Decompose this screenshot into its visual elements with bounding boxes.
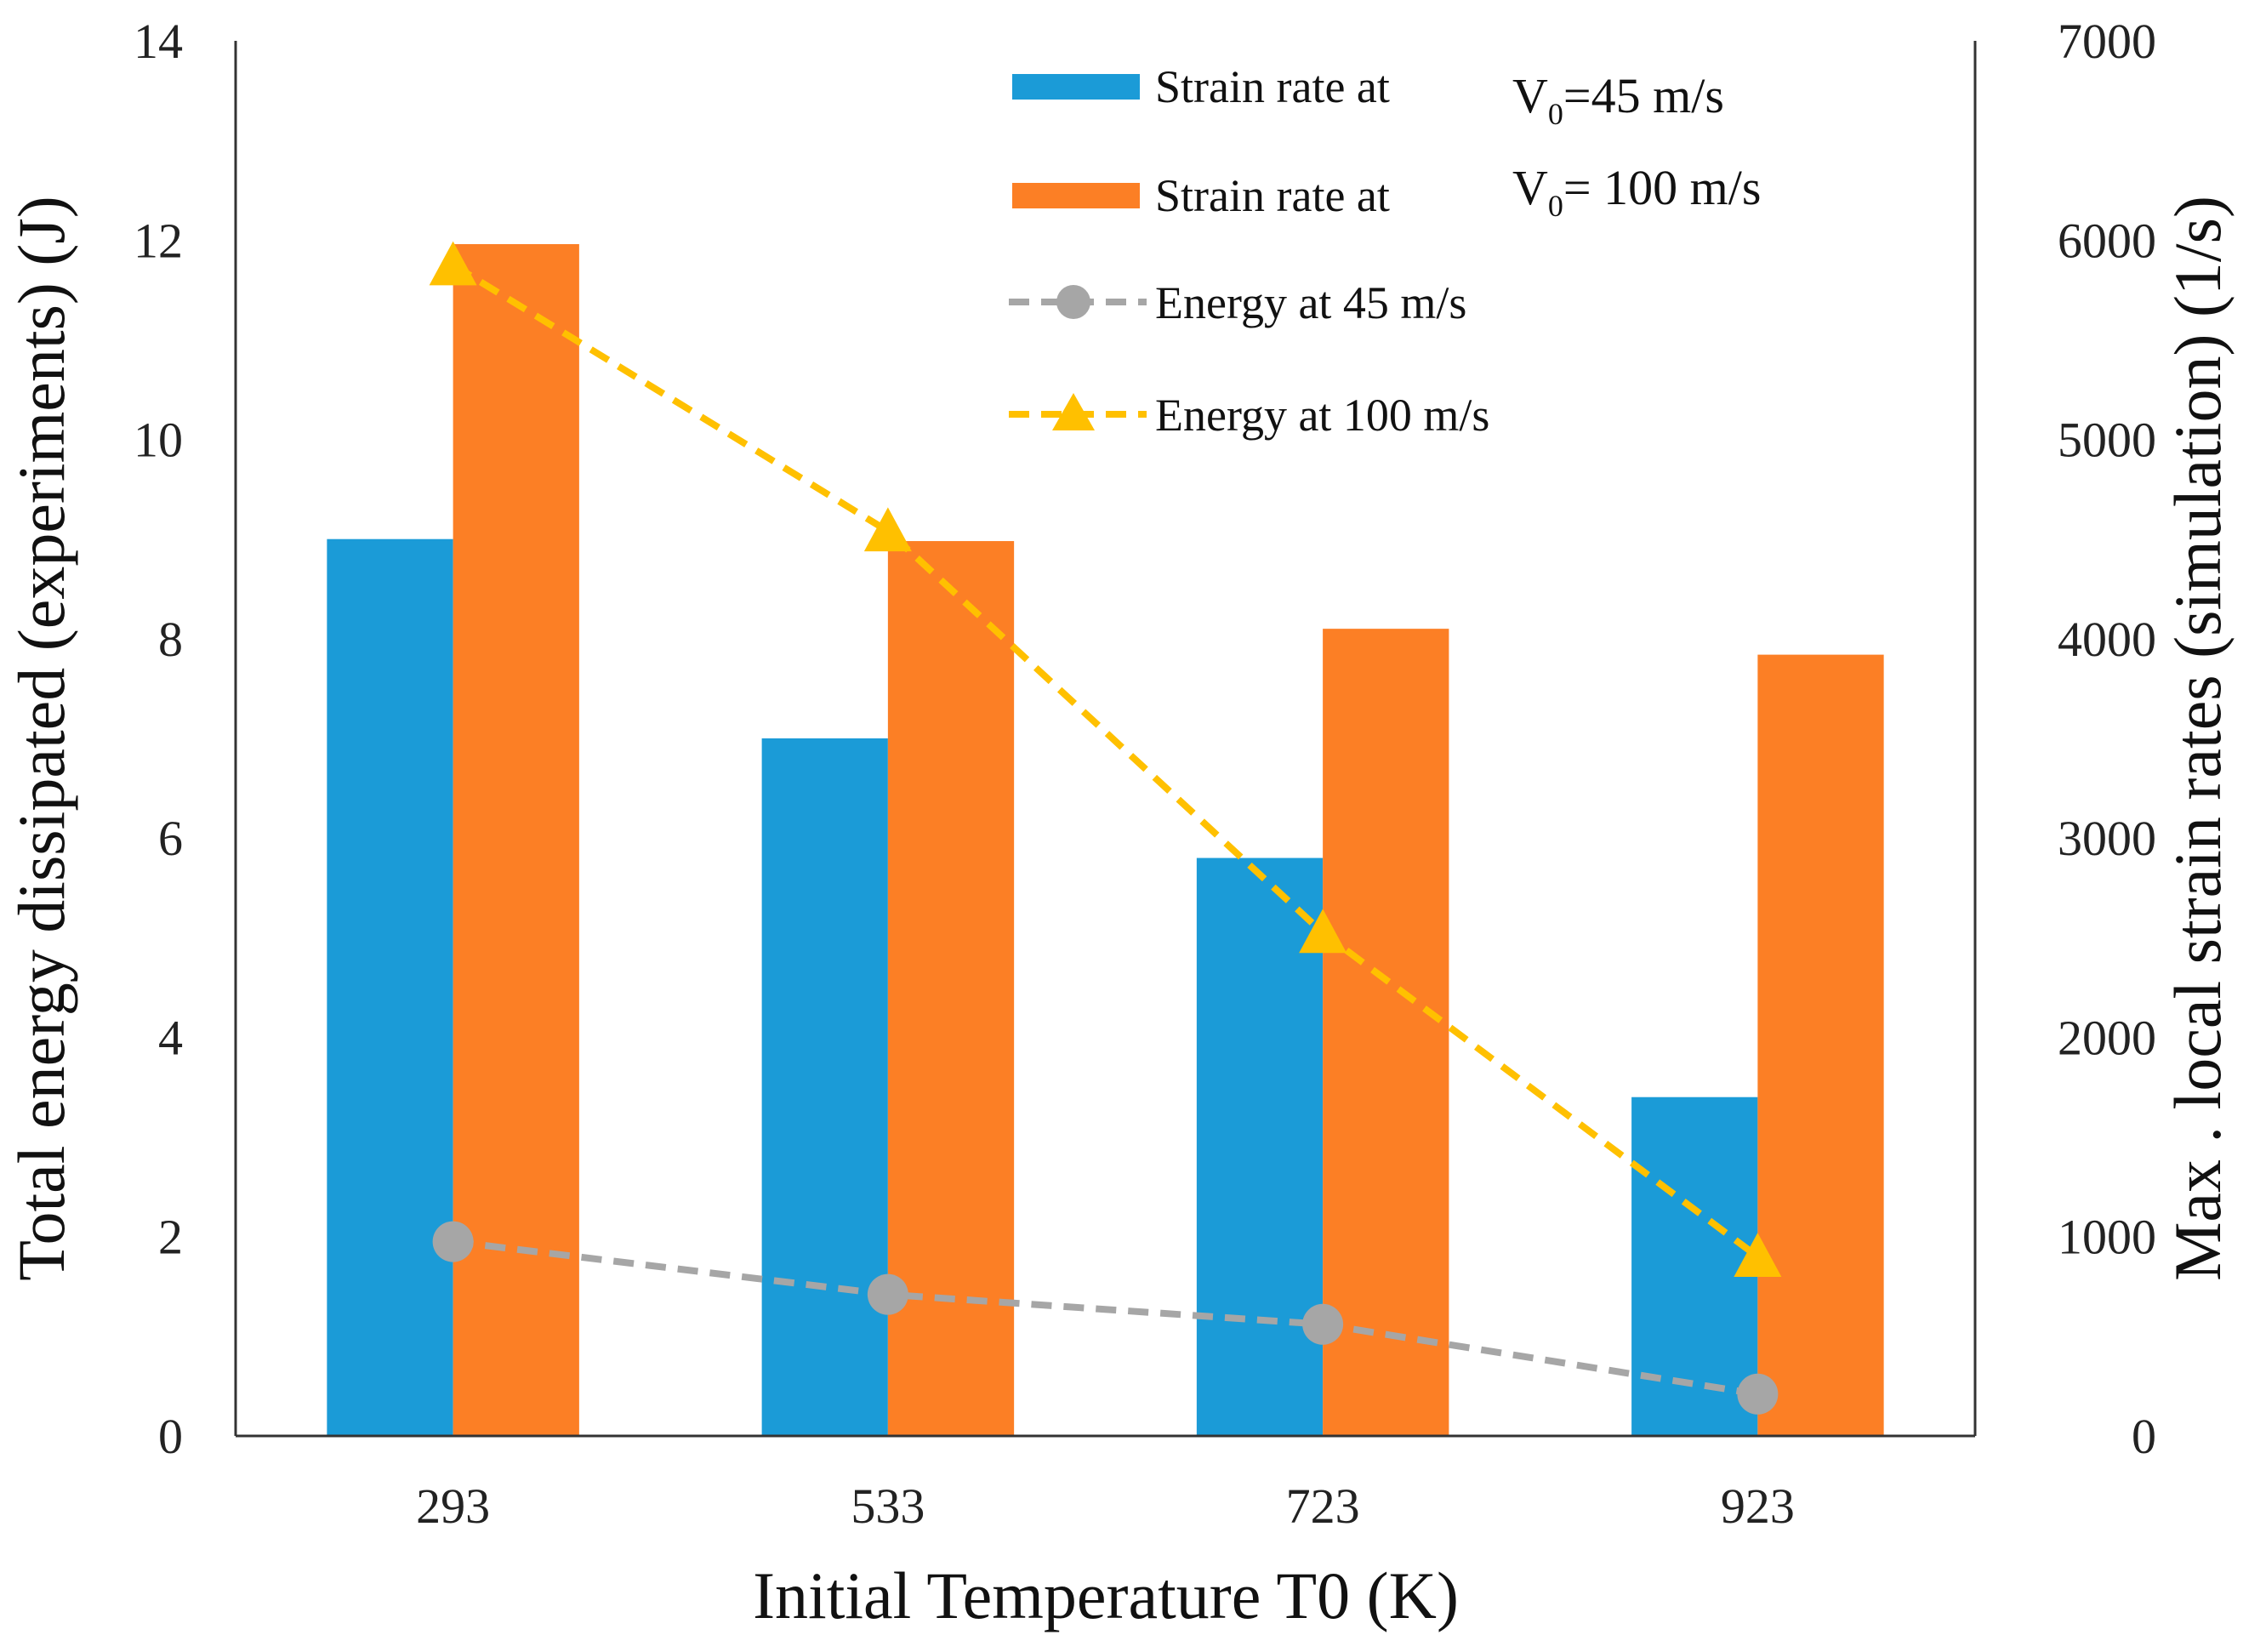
legend-marker-line100 — [1052, 393, 1095, 430]
y2-tick-label-1000: 1000 — [2058, 1210, 2156, 1265]
line-energy-100 — [451, 262, 1760, 1260]
legend-label-bar45-value: V0=45 m/s — [1512, 68, 1724, 131]
y2-tick-label-3000: 3000 — [2058, 811, 2156, 866]
y-tick-label-10: 10 — [134, 413, 183, 468]
bar-100-293 — [453, 243, 579, 1436]
y2-tick-label-7000: 7000 — [2058, 14, 2156, 69]
y-tick-label-14: 14 — [134, 14, 183, 69]
x-axis-title: Initial Temperature T0 (K) — [753, 1558, 1459, 1632]
legend-swatch-bar45 — [1012, 74, 1140, 100]
bar-45-723 — [1196, 857, 1324, 1436]
x-tick-label-533: 533 — [851, 1478, 925, 1534]
point-energy-45-293 — [432, 1221, 474, 1262]
point-energy-100-533 — [863, 507, 912, 552]
bar-100-923 — [1757, 654, 1884, 1436]
legend-marker-line45 — [1056, 285, 1090, 319]
point-energy-100-923 — [1734, 1233, 1782, 1277]
point-energy-45-923 — [1737, 1373, 1779, 1415]
bar-45-533 — [761, 738, 888, 1436]
y-tick-label-8: 8 — [158, 612, 183, 667]
x-tick-label-723: 723 — [1286, 1478, 1360, 1534]
line-energy-45 — [453, 1238, 1759, 1398]
bar-45-923 — [1631, 1097, 1758, 1436]
legend: Strain rate at V0=45 m/s Strain rate at … — [1009, 61, 1761, 441]
bar-45-293 — [327, 538, 453, 1436]
legend-label-bar100: Strain rate at — [1155, 170, 1390, 221]
y-tick-label-2: 2 — [158, 1210, 183, 1265]
y-tick-label-6: 6 — [158, 811, 183, 866]
y2-tick-label-4000: 4000 — [2058, 612, 2156, 667]
legend-label-bar45: Strain rate at — [1155, 61, 1390, 112]
y-tick-label-0: 0 — [158, 1409, 183, 1464]
legend-label-line100: Energy at 100 m/s — [1155, 390, 1489, 441]
x-tick-label-923: 923 — [1721, 1478, 1795, 1534]
legend-label-line45: Energy at 45 m/s — [1155, 277, 1466, 328]
legend-swatch-bar100 — [1012, 183, 1140, 208]
y2-tick-label-0: 0 — [2132, 1409, 2156, 1464]
y2-tick-label-2000: 2000 — [2058, 1010, 2156, 1065]
legend-label-bar100-value: V0= 100 m/s — [1512, 160, 1761, 223]
point-energy-45-533 — [867, 1273, 908, 1315]
bar-100-723 — [1323, 629, 1449, 1436]
y2-tick-label-6000: 6000 — [2058, 213, 2156, 268]
x-tick-label-293: 293 — [416, 1478, 490, 1534]
y2-tick-label-5000: 5000 — [2058, 413, 2156, 468]
y-tick-label-4: 4 — [158, 1010, 183, 1065]
y-tick-label-12: 12 — [134, 213, 183, 268]
point-energy-100-723 — [1299, 909, 1347, 954]
bar-100-533 — [887, 541, 1015, 1436]
point-energy-45-723 — [1302, 1303, 1344, 1345]
y-axis-title: Total energy dissipated (experiments) (J… — [4, 196, 78, 1280]
point-energy-100-293 — [429, 241, 477, 286]
y2-axis-title: Max . local strain rates (simulation) (1… — [2161, 196, 2235, 1281]
